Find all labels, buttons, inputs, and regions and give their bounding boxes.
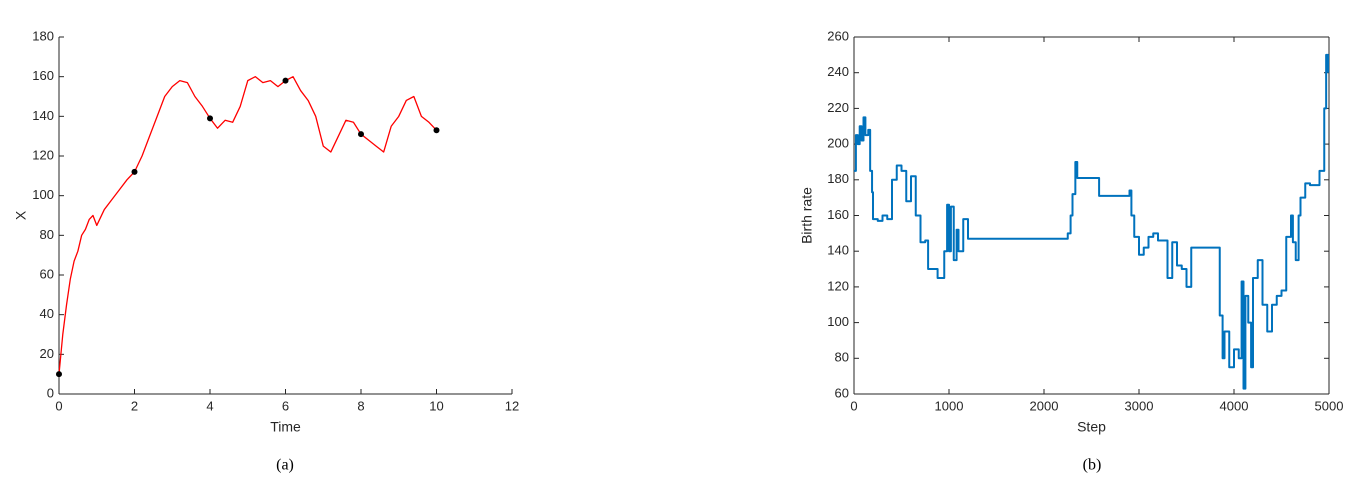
x-axis-label: Step — [1077, 419, 1106, 435]
y-tick-label: 240 — [827, 64, 849, 79]
x-tick-label: 1000 — [935, 398, 964, 413]
x-tick-label: 6 — [282, 398, 289, 413]
y-tick-label: 180 — [827, 171, 849, 186]
x-tick-label: 0 — [850, 398, 857, 413]
y-tick-label: 140 — [32, 108, 54, 123]
y-tick-label: 260 — [827, 28, 849, 43]
y-tick-label: 100 — [827, 314, 849, 329]
data-point — [56, 371, 62, 378]
y-tick-label: 180 — [32, 28, 54, 43]
y-tick-label: 0 — [47, 385, 54, 400]
data-point — [358, 131, 364, 138]
y-tick-label: 200 — [827, 136, 849, 151]
y-tick-label: 80 — [835, 350, 849, 365]
y-tick-label: 60 — [835, 385, 849, 400]
y-axis-label: Birth rate — [799, 187, 815, 244]
x-tick-label: 4 — [206, 398, 213, 413]
y-axis-label: X — [13, 210, 29, 220]
y-tick-label: 140 — [827, 243, 849, 258]
x-tick-label: 4000 — [1220, 398, 1249, 413]
x-tick-label: 3000 — [1125, 398, 1154, 413]
x-axis-label: Time — [270, 419, 301, 435]
y-tick-label: 20 — [40, 346, 54, 361]
caption: (a) — [276, 457, 294, 474]
x-tick-label: 2000 — [1030, 398, 1059, 413]
y-tick-label: 220 — [827, 100, 849, 115]
y-tick-label: 100 — [32, 187, 54, 202]
y-tick-label: 120 — [827, 278, 849, 293]
y-tick-label: 80 — [40, 227, 54, 242]
data-point — [433, 127, 440, 134]
data-line — [854, 53, 1330, 390]
x-tick-label: 5000 — [1315, 398, 1344, 413]
data-point — [131, 168, 138, 175]
data-line — [58, 76, 437, 375]
y-tick-label: 120 — [32, 147, 54, 162]
x-tick-label: 10 — [429, 398, 443, 413]
y-tick-label: 160 — [32, 68, 54, 83]
data-point — [207, 115, 213, 122]
x-tick-label: 8 — [357, 398, 364, 413]
y-tick-label: 40 — [40, 306, 54, 321]
x-tick-label: 12 — [505, 398, 519, 413]
x-tick-label: 2 — [131, 398, 138, 413]
data-point — [282, 77, 289, 84]
y-tick-label: 60 — [40, 266, 54, 281]
x-tick-label: 0 — [55, 398, 62, 413]
y-tick-label: 160 — [827, 207, 849, 222]
caption: (b) — [1083, 457, 1102, 474]
